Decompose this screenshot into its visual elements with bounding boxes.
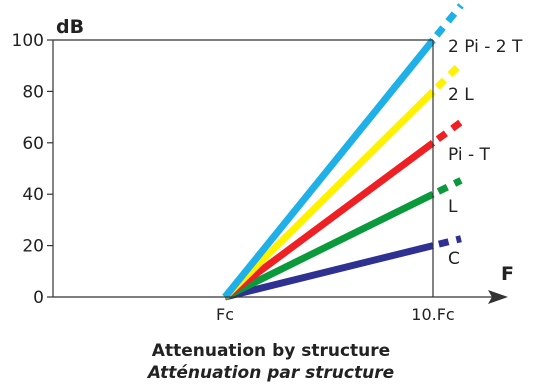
chart-subtitle: Atténuation par structure xyxy=(147,363,395,383)
series-line-2-l xyxy=(222,88,436,300)
series-line-c xyxy=(224,242,434,301)
series-extension-2-l xyxy=(430,61,464,94)
y-tick-label: 60 xyxy=(22,134,44,154)
series-extension-pi-t xyxy=(430,119,464,146)
y-tick-label: 80 xyxy=(22,82,44,102)
series-line-pi-t xyxy=(222,139,436,300)
series-line-l xyxy=(223,191,435,301)
y-tick-label: 0 xyxy=(33,288,44,308)
series-extension-l xyxy=(431,177,463,198)
series-label-2-l: 2 L xyxy=(448,85,474,105)
chart-title: Attenuation by structure xyxy=(151,341,391,361)
series-label-2-pi-2-t: 2 Pi - 2 T xyxy=(448,37,523,57)
y-axis-label: dB xyxy=(56,16,84,38)
series-label-pi-t: Pi - T xyxy=(448,145,491,165)
series-extension-c xyxy=(432,235,462,249)
y-tick-label: 40 xyxy=(22,185,44,205)
x-tick-label: 10.Fc xyxy=(411,305,454,324)
series-label-c: C xyxy=(448,249,460,269)
series-label-l: L xyxy=(448,197,458,217)
y-tick-label: 100 xyxy=(12,31,44,51)
x-axis-arrow-icon xyxy=(488,290,508,304)
series-extension-2-pi-2-t xyxy=(430,3,464,43)
y-tick-label: 20 xyxy=(22,237,44,257)
series-line-2-pi-2-t xyxy=(222,37,436,300)
x-tick-label: Fc xyxy=(216,305,234,324)
x-axis-label: F xyxy=(501,263,514,285)
